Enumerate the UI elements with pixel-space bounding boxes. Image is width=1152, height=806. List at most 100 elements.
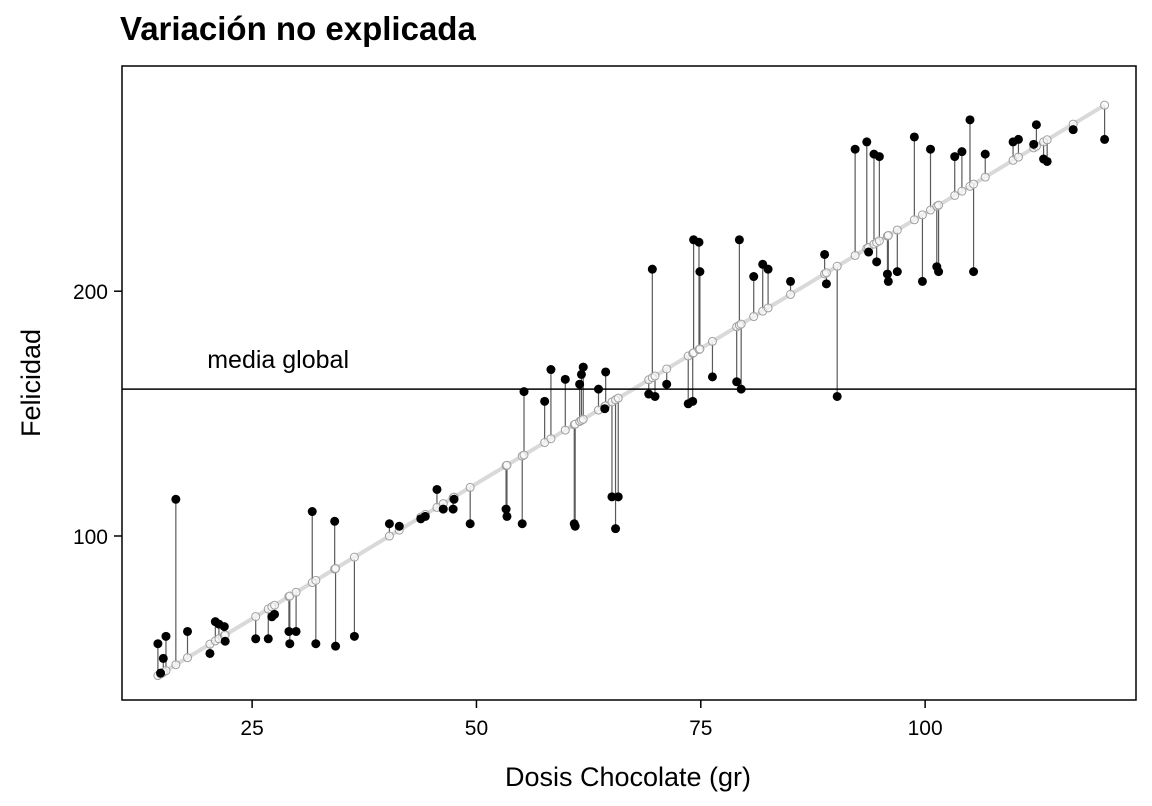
data-point [284,626,294,636]
data-point [570,521,580,531]
data-point [183,626,193,636]
data-point [732,377,742,387]
data-point [158,653,168,663]
reference-layer: media global [122,346,1136,390]
fitted-point [874,236,884,246]
fitted-point [519,450,529,460]
fitted-point [749,312,759,322]
data-point [153,639,163,649]
data-point [465,519,475,529]
data-point [219,622,229,632]
fitted-point [736,319,746,329]
data-point [821,279,831,289]
fitted-point [909,215,919,225]
fitted-point [349,552,359,562]
x-tick-label: 50 [465,717,488,740]
data-point [420,511,430,521]
data-point [432,484,442,494]
fitted-point [171,660,181,670]
fitted-point [917,210,927,220]
data-point [517,519,527,529]
data-point [950,152,960,162]
fitted-point [883,230,893,240]
fitted-point [650,371,660,381]
data-point [980,149,990,159]
fitted-point [957,186,967,196]
data-point [613,492,623,502]
data-point [607,492,617,502]
y-tick-label: 100 [73,526,108,549]
data-point [307,507,317,517]
data-point [1042,156,1052,166]
fitted-point [662,364,672,374]
fitted-point [465,482,475,492]
data-point [883,276,893,286]
data-point [909,132,919,142]
data-point [540,396,550,406]
data-point [934,267,944,277]
data-point [270,609,280,619]
data-point [694,237,704,247]
y-tick-label: 200 [73,281,108,304]
fitted-point [1042,135,1052,145]
data-point [448,504,458,514]
data-point [763,264,773,274]
fitted-point [1100,100,1110,110]
data-point [1013,134,1023,144]
data-point [820,249,830,259]
x-tick-label: 100 [908,717,943,740]
fitted-point [786,289,796,299]
data-point [560,374,570,384]
fitted-point [270,600,280,610]
x-tick-label: 75 [689,717,712,740]
data-point [546,365,556,375]
data-point [384,519,394,529]
data-point [707,372,717,382]
data-point [311,639,321,649]
fitted-point [560,425,570,435]
data-point [957,147,967,157]
data-point [600,404,610,414]
data-point [1029,139,1039,149]
data-point [850,144,860,154]
data-point [647,264,657,274]
fitted-point [291,587,301,597]
fitted-point [311,575,321,585]
data-point [872,257,882,267]
fitted-point [502,460,512,470]
data-point [650,391,660,401]
fitted-point [980,172,990,182]
data-point [882,269,892,279]
data-point [349,631,359,641]
data-point [862,137,872,147]
data-point [330,516,340,526]
x-axis-label: Dosis Chocolate (gr) [505,762,751,792]
data-point [926,144,936,154]
fitted-point [384,531,394,541]
fitted-point [695,344,705,354]
data-point [438,504,448,514]
data-point [688,396,698,406]
data-point [502,511,512,521]
data-point [662,379,672,389]
data-point [1068,125,1078,135]
fitted-point [950,190,960,200]
data-point [285,639,295,649]
data-point [171,494,181,504]
chart-title: Variación no explicada [120,10,476,47]
fitted-point [934,200,944,210]
data-point [156,668,166,678]
fitted-point [832,261,842,271]
mean-line-label: media global [207,346,349,374]
fitted-point [613,393,623,403]
data-point [205,648,215,658]
fitted-point [763,303,773,313]
plot-frame [121,65,1137,701]
data-point [892,267,902,277]
data-point [965,115,975,125]
fitted-point [969,179,979,189]
data-point [601,367,611,377]
data-point [917,276,927,286]
fitted-point [892,225,902,235]
